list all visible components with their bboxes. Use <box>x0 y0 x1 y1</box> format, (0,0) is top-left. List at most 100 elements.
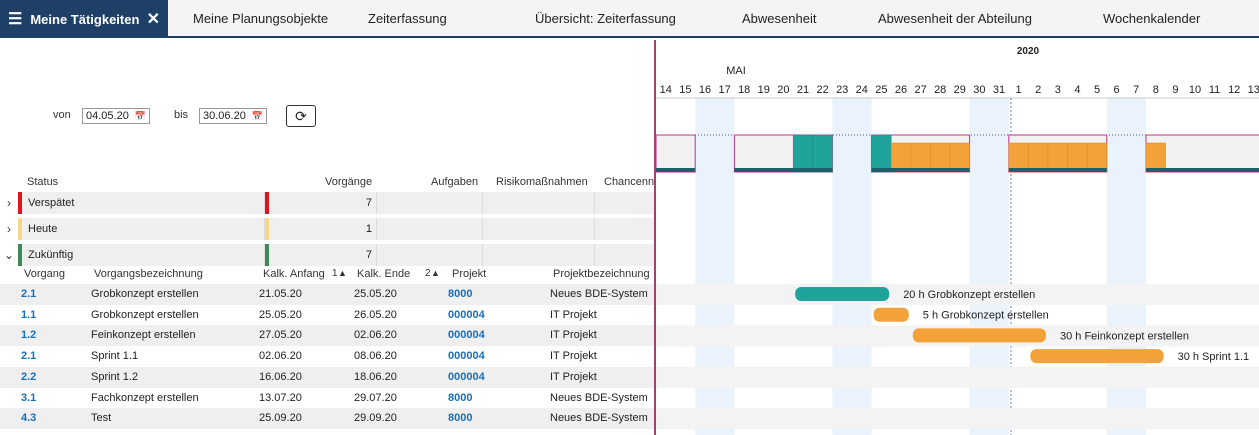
gantt-day-label: 12 <box>1228 84 1240 96</box>
gantt-day-label: 28 <box>934 84 946 96</box>
col-status[interactable]: Status <box>27 176 59 188</box>
col-vorgangsbezeichnung[interactable]: Vorgangsbezeichnung <box>94 268 203 280</box>
kalk-anfang: 21.05.20 <box>259 288 302 300</box>
weekend-column <box>695 97 715 435</box>
gantt-month: MAI <box>726 65 746 77</box>
projekt-name: IT Projekt <box>550 329 597 342</box>
gantt-day-label: 18 <box>738 84 750 96</box>
projekt-link[interactable]: 8000 <box>448 288 473 300</box>
vorgang-id[interactable]: 3.1 <box>21 391 37 404</box>
col-risikomassnahmen[interactable]: Risikomaßnahmen <box>496 176 588 188</box>
kalk-anfang: 27.05.20 <box>259 329 302 342</box>
vorgang-name: Sprint 1.1 <box>91 350 139 363</box>
projekt-link[interactable]: 000004 <box>448 350 485 363</box>
projekt-link[interactable]: 000004 <box>448 329 485 342</box>
vorgang-id[interactable]: 1.2 <box>21 329 37 342</box>
tab-uebersicht-zeiterfassung[interactable]: Übersicht: Zeiterfassung <box>535 10 676 26</box>
vorgang-name: Test <box>91 412 112 425</box>
weekend-column <box>989 97 1009 435</box>
gantt-day-label: 5 <box>1094 84 1100 96</box>
hamburger-menu-icon[interactable]: ☰ <box>8 11 23 28</box>
vorgang-id[interactable]: 4.3 <box>21 412 37 425</box>
projekt-link[interactable]: 8000 <box>448 391 473 404</box>
sort-asc-icon[interactable]: ▲ <box>338 268 347 278</box>
projekt-link[interactable]: 000004 <box>448 370 485 383</box>
status-color-marker <box>18 192 22 214</box>
capacity-orange-cell <box>1028 142 1049 173</box>
calendar-icon[interactable]: 📅 <box>251 110 263 121</box>
tab-abwesenheit[interactable]: Abwesenheit <box>742 10 817 26</box>
gantt-year: 2020 <box>1017 46 1040 57</box>
capacity-orange-cell <box>1145 142 1166 173</box>
group-label: Heute <box>18 218 265 240</box>
von-date-value: 04.05.20 <box>86 110 129 122</box>
bis-date-field[interactable]: 30.06.20 📅 <box>199 108 267 124</box>
close-icon[interactable]: ✕ <box>146 11 160 28</box>
status-group-row[interactable]: › Heute 1 <box>0 218 655 240</box>
tab-wochenkalender[interactable]: Wochenkalender <box>1103 10 1201 26</box>
capacity-orange-cell <box>910 142 931 173</box>
table-row[interactable]: 3.1 Fachkonzept erstellen 13.07.20 29.07.20… <box>0 388 655 409</box>
sort-order-2: 2 <box>425 268 431 279</box>
gantt-task-label: 20 h Grobkonzept erstellen <box>903 289 1035 301</box>
col-aufgaben[interactable]: Aufgaben <box>431 176 479 188</box>
vorgang-name: Grobkonzept erstellen <box>91 288 199 300</box>
col-kalk-ende[interactable]: Kalk. Ende <box>357 268 411 280</box>
table-row[interactable]: 2.1 Sprint 1.1 02.06.20 08.06.20 000004 IT Pr… <box>0 346 655 367</box>
projekt-link[interactable]: 8000 <box>448 412 473 425</box>
expand-arrow-icon[interactable]: ⌄ <box>3 248 15 262</box>
sort-asc-icon[interactable]: ▲ <box>431 268 440 278</box>
table-row[interactable]: 2.2 Sprint 1.2 16.06.20 18.06.20 000004 IT Pr… <box>0 366 655 388</box>
tab-meine-taetigkeiten[interactable]: ☰ Meine Tätigkeiten ✕ <box>0 0 168 38</box>
tab-abwesenheit-abteilung[interactable]: Abwesenheit der Abteilung <box>878 10 1032 26</box>
table-row[interactable]: 2.1 Grobkonzept erstellen 21.05.20 25.05.20… <box>0 284 655 305</box>
panel-splitter[interactable] <box>654 40 656 435</box>
group-label: Zukünftig <box>18 244 265 266</box>
bis-date-value: 30.06.20 <box>203 110 246 122</box>
gantt-day-label: 22 <box>816 84 828 96</box>
gantt-task-label: 5 h Grobkonzept erstellen <box>923 310 1049 322</box>
vorgang-id[interactable]: 2.1 <box>21 350 37 363</box>
col-vorgaenge[interactable]: Vorgänge <box>325 176 373 188</box>
col-kalk-anfang[interactable]: Kalk. Anfang <box>263 268 325 280</box>
gantt-task-bar <box>873 307 909 322</box>
col-projekt[interactable]: Projekt <box>452 268 487 280</box>
table-row[interactable]: 1.2 Feinkonzept erstellen 27.05.20 02.06.20… <box>0 325 655 347</box>
status-group-row[interactable]: ⌄ Zukünftig 7 <box>0 244 655 266</box>
col-projektbezeichnung[interactable]: Projektbezeichnung <box>553 268 650 280</box>
gantt-task-label: 30 h Sprint 1.1 <box>1178 351 1250 363</box>
kalk-anfang: 25.09.20 <box>259 412 302 425</box>
expand-arrow-icon[interactable]: › <box>7 222 11 236</box>
vorgang-id[interactable]: 1.1 <box>21 308 37 321</box>
status-color-marker <box>265 192 269 214</box>
expand-arrow-icon[interactable]: › <box>7 196 11 210</box>
gantt-day-label: 9 <box>1172 84 1178 96</box>
tab-zeiterfassung[interactable]: Zeiterfassung <box>368 10 447 26</box>
kalk-ende: 02.06.20 <box>354 329 397 342</box>
capacity-baseline <box>1008 168 1107 172</box>
gantt-day-label: 30 <box>973 84 985 96</box>
table-row[interactable]: 1.1 Grobkonzept erstellen 25.05.20 26.05.20… <box>0 305 655 326</box>
projekt-name: IT Projekt <box>550 370 597 383</box>
vorgang-id[interactable]: 2.1 <box>21 288 37 300</box>
table-row[interactable]: 4.3 Test 25.09.20 29.09.20 8000 Neues BDE-Sys… <box>0 408 655 430</box>
gantt-task-bar <box>912 328 1046 343</box>
projekt-link[interactable]: 000004 <box>448 308 485 321</box>
capacity-orange-cell <box>930 142 951 173</box>
col-vorgang[interactable]: Vorgang <box>24 268 65 280</box>
status-color-marker <box>18 244 22 266</box>
capacity-teal-cell <box>792 134 814 173</box>
refresh-button[interactable]: ⟳ <box>286 105 316 127</box>
calendar-icon[interactable]: 📅 <box>134 110 146 121</box>
capacity-baseline <box>1146 168 1259 172</box>
gantt-day-label: 17 <box>718 84 730 96</box>
col-chancen[interactable]: Chancenn <box>604 176 655 188</box>
status-group-row[interactable]: › Verspätet 7 <box>0 192 655 214</box>
gantt-day-label: 7 <box>1133 84 1139 96</box>
capacity-orange-cell <box>1086 142 1108 173</box>
vorgang-id[interactable]: 2.2 <box>21 370 37 383</box>
tab-meine-planungsobjekte[interactable]: Meine Planungsobjekte <box>193 10 329 26</box>
von-date-field[interactable]: 04.05.20 📅 <box>82 108 150 124</box>
gantt-day-label: 16 <box>699 84 711 96</box>
